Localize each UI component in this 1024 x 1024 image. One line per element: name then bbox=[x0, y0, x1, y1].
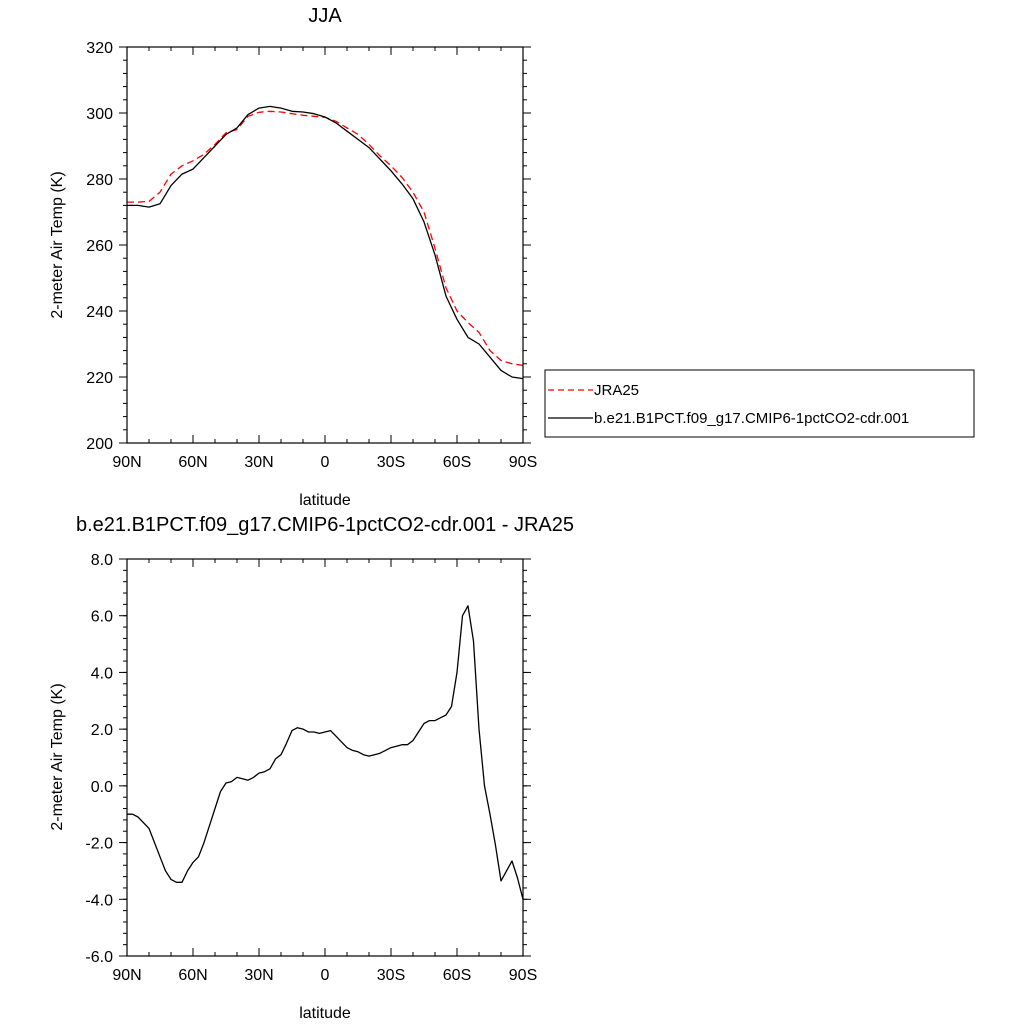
tick-label-layer: 90N 60N 30N 0 30S 60S 90S 200 220 240 260 280 300 320 bbox=[86, 40, 537, 471]
x-tick-label: 30S bbox=[377, 454, 405, 471]
x-tick-label: 90S bbox=[509, 967, 537, 984]
bottom-panel: b.e21.B1PCT.f09_g17.CMIP6-1pctCO2-cdr.00… bbox=[49, 514, 574, 1022]
y-tick-label: 4.0 bbox=[91, 665, 113, 682]
y-tick-label: 6.0 bbox=[91, 609, 113, 626]
y-tick-label: 0.0 bbox=[91, 779, 113, 796]
y-tick-label: -6.0 bbox=[85, 949, 113, 966]
tick-layer bbox=[119, 46, 531, 444]
y-tick-label: -2.0 bbox=[85, 836, 113, 853]
x-tick-label: 60N bbox=[178, 967, 207, 984]
legend: JRA25 b.e21.B1PCT.f09_g17.CMIP6-1pctCO2-… bbox=[544, 369, 975, 438]
y-tick-label: 200 bbox=[86, 436, 113, 453]
y-tick-label: 280 bbox=[86, 172, 113, 189]
top-panel: JJA 90N 60N 30N 0 30S 60S 90S 200 220 240 260 280 30… bbox=[49, 5, 975, 509]
x-axis-title: latitude bbox=[299, 1005, 351, 1022]
x-tick-label: 90N bbox=[112, 454, 141, 471]
tick-layer bbox=[119, 558, 531, 957]
y-tick-label: 320 bbox=[86, 40, 113, 57]
series-layer bbox=[127, 605, 524, 900]
legend-box bbox=[544, 369, 975, 438]
x-tick-label: 0 bbox=[321, 967, 330, 984]
y-axis-title: 2-meter Air Temp (K) bbox=[49, 171, 66, 318]
plot-frame bbox=[126, 46, 524, 444]
x-tick-label: 60S bbox=[443, 454, 471, 471]
series-line-difference bbox=[127, 605, 524, 900]
x-tick-label: 30S bbox=[377, 967, 405, 984]
legend-label-model: b.e21.B1PCT.f09_g17.CMIP6-1pctCO2-cdr.00… bbox=[594, 410, 909, 427]
y-tick-label: 2.0 bbox=[91, 722, 113, 739]
series-line-b-e21-b1pct-f09-g17-cmip6-1pctco2-cdr-001 bbox=[127, 105, 524, 380]
y-tick-label: 240 bbox=[86, 304, 113, 321]
legend-label-jra25: JRA25 bbox=[594, 382, 639, 399]
series-layer bbox=[127, 105, 524, 380]
x-tick-label: 60S bbox=[443, 967, 471, 984]
series-line-jra25 bbox=[127, 110, 524, 367]
x-tick-label: 0 bbox=[321, 454, 330, 471]
x-tick-label: 60N bbox=[178, 454, 207, 471]
x-tick-label: 30N bbox=[244, 454, 273, 471]
y-axis-title: 2-meter Air Temp (K) bbox=[49, 683, 66, 830]
tick-label-layer: 90N 60N 30N 0 30S 60S 90S -6.0 -4.0 -2.0 0.0 2.0 4.0… bbox=[85, 552, 537, 984]
y-tick-label: 8.0 bbox=[91, 552, 113, 569]
panel-title: JJA bbox=[308, 5, 342, 27]
y-tick-label: -4.0 bbox=[85, 892, 113, 909]
panel-title: b.e21.B1PCT.f09_g17.CMIP6-1pctCO2-cdr.00… bbox=[76, 514, 574, 536]
x-tick-label: 90S bbox=[509, 454, 537, 471]
plot-frame bbox=[126, 558, 524, 957]
y-tick-label: 300 bbox=[86, 106, 113, 123]
x-tick-label: 30N bbox=[244, 967, 273, 984]
y-tick-label: 220 bbox=[86, 370, 113, 387]
y-tick-label: 260 bbox=[86, 238, 113, 255]
x-tick-label: 90N bbox=[112, 967, 141, 984]
x-axis-title: latitude bbox=[299, 492, 351, 509]
